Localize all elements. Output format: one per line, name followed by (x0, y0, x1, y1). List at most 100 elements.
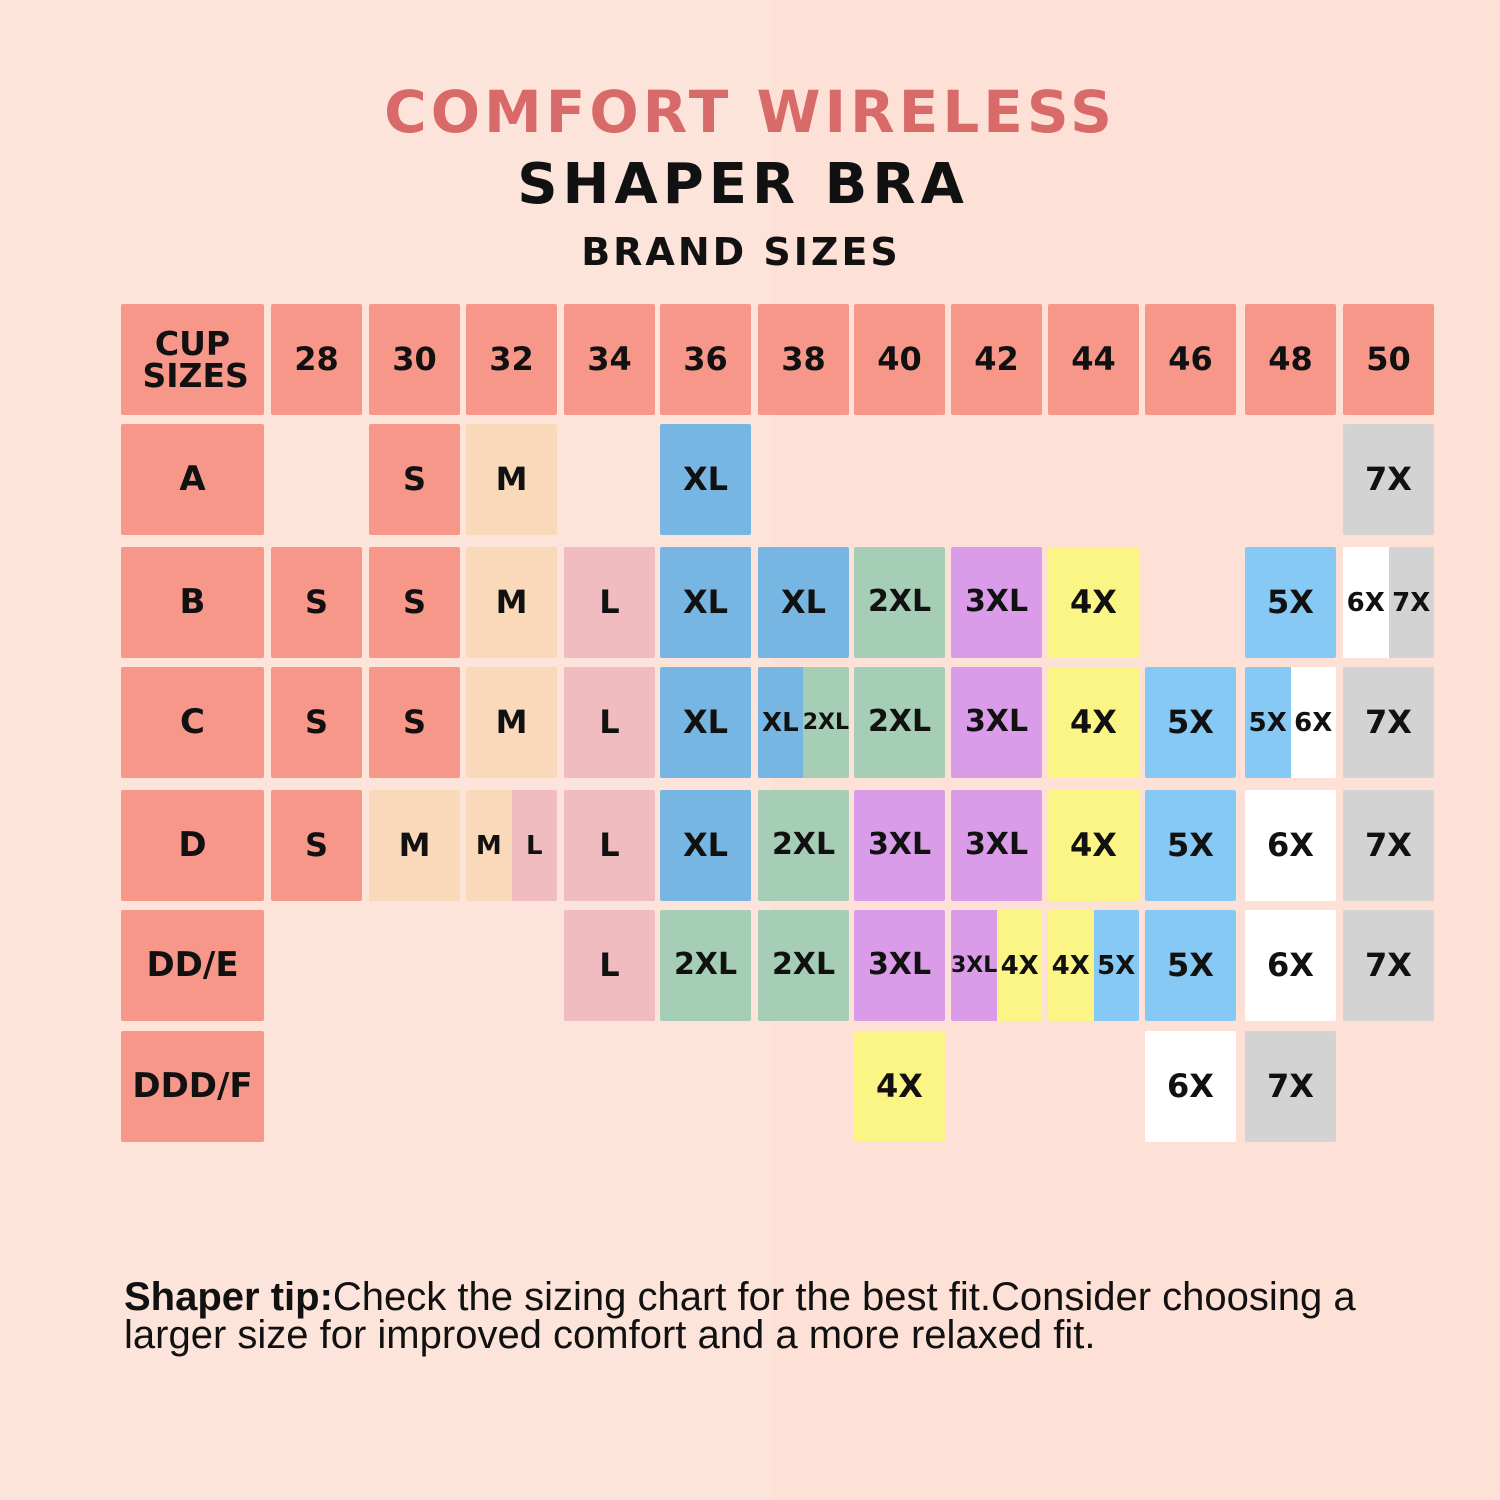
size-label: XL (682, 460, 729, 499)
size-label: 5X (1167, 703, 1214, 742)
band-header-36: 36 (660, 304, 751, 415)
size-cell: L (564, 790, 655, 901)
size-label: 2XL (673, 947, 738, 983)
cup-header-label: D (178, 825, 207, 866)
size-cell: M (466, 547, 557, 658)
size-label: 7X (1267, 1067, 1314, 1106)
band-header-label: 46 (1168, 340, 1213, 379)
size-cell: XL (758, 547, 849, 658)
size-label: 3XL (964, 584, 1029, 620)
size-cell: 4X (1048, 547, 1139, 658)
cup-header-d: D (121, 790, 264, 901)
band-header-44: 44 (1048, 304, 1139, 415)
size-label: L (599, 826, 620, 865)
band-header-label: 42 (974, 340, 1019, 379)
band-header-label: 34 (587, 340, 632, 379)
size-label: M (495, 583, 528, 622)
size-label-split: 6X (1290, 667, 1336, 778)
size-cell: 5X (1145, 910, 1236, 1021)
size-label: 6X (1267, 826, 1314, 865)
size-label-split: 7X (1388, 547, 1434, 658)
band-header-label: 44 (1071, 340, 1116, 379)
size-label: M (398, 826, 431, 865)
size-cell: 2XL (854, 547, 945, 658)
size-cell: 5X (1145, 790, 1236, 901)
size-cell: XL (660, 424, 751, 535)
size-cell: S (369, 424, 460, 535)
size-cell: 5X 6X (1245, 667, 1336, 778)
size-cell: 5X (1145, 667, 1236, 778)
size-label: L (599, 703, 620, 742)
size-label: XL (682, 826, 729, 865)
shaper-tip: Shaper tip:Check the sizing chart for th… (124, 1275, 1424, 1357)
size-cell: XL 2XL (758, 667, 849, 778)
size-cell: 7X (1343, 910, 1434, 1021)
size-label-split: 4X (1048, 910, 1094, 1021)
size-label: S (304, 583, 329, 622)
size-label: XL (682, 583, 729, 622)
size-label: S (304, 703, 329, 742)
size-label: S (402, 703, 427, 742)
size-cell: 2XL (854, 667, 945, 778)
size-cell: M (369, 790, 460, 901)
band-header-46: 46 (1145, 304, 1236, 415)
shaper-tip-text: Check the sizing chart for the best fit.… (124, 1275, 1356, 1357)
size-cell: S (271, 667, 362, 778)
size-cell: S (271, 790, 362, 901)
band-header-42: 42 (951, 304, 1042, 415)
size-cell: M (466, 424, 557, 535)
size-label-split: 3XL (951, 910, 998, 1021)
size-label: 7X (1365, 946, 1412, 985)
cup-header-label: B (179, 582, 206, 623)
size-label: M (495, 460, 528, 499)
band-header-50: 50 (1343, 304, 1434, 415)
band-header-label: 28 (294, 340, 339, 379)
size-label: 2XL (771, 947, 836, 983)
band-header-label: 36 (683, 340, 728, 379)
cup-header-dd-e: DD/E (121, 910, 264, 1021)
size-label: 3XL (964, 704, 1029, 740)
size-label: 5X (1267, 583, 1314, 622)
size-cell: 3XL (951, 547, 1042, 658)
size-label: L (599, 583, 620, 622)
size-cell: 3XL (854, 910, 945, 1021)
size-label: 2XL (867, 704, 932, 740)
size-cell: L (564, 547, 655, 658)
size-label: 7X (1365, 826, 1412, 865)
size-cell: S (369, 547, 460, 658)
size-cell: 3XL 4X (951, 910, 1042, 1021)
size-cell: 4X 5X (1048, 910, 1139, 1021)
size-cell: M (466, 667, 557, 778)
size-label-split: M (466, 790, 512, 901)
band-header-label: 32 (489, 340, 534, 379)
size-cell: 5X (1245, 547, 1336, 658)
corner-header-label: CUP SIZES (142, 323, 249, 395)
size-label: 5X (1167, 826, 1214, 865)
size-cell: 2XL (758, 790, 849, 901)
size-label-split: L (511, 790, 557, 901)
cup-header-label: A (179, 459, 206, 500)
shaper-tip-label: Shaper tip: (124, 1275, 333, 1319)
size-label: L (599, 946, 620, 985)
size-label: 3XL (867, 947, 932, 983)
size-label: XL (682, 703, 729, 742)
size-cell: 6X (1245, 790, 1336, 901)
band-header-label: 48 (1268, 340, 1313, 379)
band-header-28: 28 (271, 304, 362, 415)
size-label: S (304, 826, 329, 865)
size-label: XL (780, 583, 827, 622)
band-header-38: 38 (758, 304, 849, 415)
size-cell: L (564, 910, 655, 1021)
title-line-2: SHAPER BRA (517, 152, 969, 217)
band-header-32: 32 (466, 304, 557, 415)
size-cell: 7X (1343, 424, 1434, 535)
size-cell: S (369, 667, 460, 778)
cup-header-label: DD/E (146, 945, 239, 986)
corner-header-cell: CUP SIZES (121, 304, 264, 415)
size-cell: S (271, 547, 362, 658)
size-cell: 7X (1343, 667, 1434, 778)
size-cell: 2XL (660, 910, 751, 1021)
size-label: 4X (1070, 826, 1117, 865)
size-cell: 4X (854, 1031, 945, 1142)
